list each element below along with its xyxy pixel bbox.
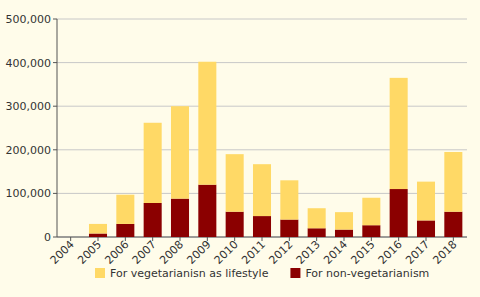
y-tick-label: 500,000 — [6, 13, 52, 26]
x-tick-label: 2007 — [130, 238, 159, 267]
bars — [89, 62, 462, 237]
x-tick-label: 2005 — [75, 238, 104, 267]
y-tick-label: 100,000 — [6, 187, 52, 200]
y-tick-label: 0 — [44, 231, 51, 244]
bar-segment — [362, 225, 380, 237]
y-tick-label: 400,000 — [6, 57, 52, 70]
legend-label: For vegetarianisn as lifestyle — [110, 267, 269, 280]
bar-segment — [89, 224, 107, 234]
x-tick-mark — [316, 237, 317, 241]
legend-swatch — [290, 268, 300, 278]
bar-segment — [253, 164, 271, 216]
x-tick-mark — [234, 237, 235, 241]
x-tick-label: 2008 — [157, 238, 186, 267]
bar-segment — [226, 154, 244, 212]
bar-segment — [226, 212, 244, 237]
legend-label: For non-vegetarianism — [305, 267, 429, 280]
x-tick-mark — [262, 237, 263, 241]
x-tick-mark — [152, 237, 153, 241]
tick-mark — [53, 62, 57, 63]
bar-segment — [198, 62, 216, 185]
bar-segment — [171, 106, 189, 198]
bar-segment — [144, 123, 162, 203]
legend-swatch — [95, 268, 105, 278]
x-tick-mark — [70, 237, 71, 241]
tick-mark — [53, 106, 57, 107]
chart: 0 100,000 200,000 300,000 400,000 500,000 2004… — [0, 0, 480, 297]
background — [0, 0, 480, 297]
x-tick-mark — [371, 237, 372, 241]
bar-segment — [335, 212, 353, 229]
x-tick-mark — [344, 237, 345, 241]
bar-segment — [444, 212, 462, 237]
x-tick-label: 2004 — [48, 238, 77, 267]
x-tick-mark — [207, 237, 208, 241]
bar-segment — [280, 220, 298, 237]
bar-segment — [171, 199, 189, 237]
tick-mark — [53, 19, 57, 20]
x-tick-mark — [289, 237, 290, 241]
x-tick-label: 2015 — [348, 238, 377, 267]
x-tick-label: 2018 — [430, 238, 459, 267]
x-tick-label: 2009 — [184, 238, 213, 267]
bar-segment — [308, 228, 326, 237]
bar-segment — [253, 216, 271, 237]
x-tick-label: 2006 — [102, 238, 131, 267]
x-tick-label: 2016 — [376, 238, 405, 267]
x-tick-label: 2013 — [294, 238, 323, 267]
bar-segment — [89, 234, 107, 237]
bar-segment — [62, 237, 80, 238]
x-tick-label: 2011 — [239, 238, 268, 267]
bar-segment — [280, 180, 298, 219]
x-tick-mark — [98, 237, 99, 241]
y-axis — [57, 19, 58, 237]
bar-segment — [308, 208, 326, 228]
bar-segment — [335, 230, 353, 237]
y-tick-label: 300,000 — [6, 100, 52, 113]
bar-segment — [144, 203, 162, 237]
legend: For vegetarianisn as lifestyle For non-ve… — [95, 267, 429, 280]
x-tick-label: 2012 — [266, 238, 295, 267]
tick-mark — [53, 193, 57, 194]
y-tick-label: 200,000 — [6, 144, 52, 157]
bar-segment — [116, 195, 134, 224]
tick-mark — [53, 237, 57, 238]
bar-segment — [444, 152, 462, 212]
bar-segment — [198, 185, 216, 237]
bar-segment — [362, 198, 380, 225]
x-tick-mark — [125, 237, 126, 241]
x-tick-label: 2017 — [403, 238, 432, 267]
bar-segment — [116, 224, 134, 237]
bar-segment — [390, 78, 408, 189]
x-tick-mark — [453, 237, 454, 241]
tick-mark — [53, 149, 57, 150]
x-tick-mark — [426, 237, 427, 241]
x-tick-mark — [180, 237, 181, 241]
grid-line — [57, 19, 467, 20]
bar-segment — [417, 182, 435, 221]
x-tick-label: 2014 — [321, 238, 350, 267]
x-tick-label: 2010 — [212, 238, 241, 267]
grid-line — [57, 62, 467, 63]
bar-segment — [390, 189, 408, 237]
x-tick-mark — [398, 237, 399, 241]
bar-segment — [417, 220, 435, 237]
bar-segment — [62, 237, 80, 238]
